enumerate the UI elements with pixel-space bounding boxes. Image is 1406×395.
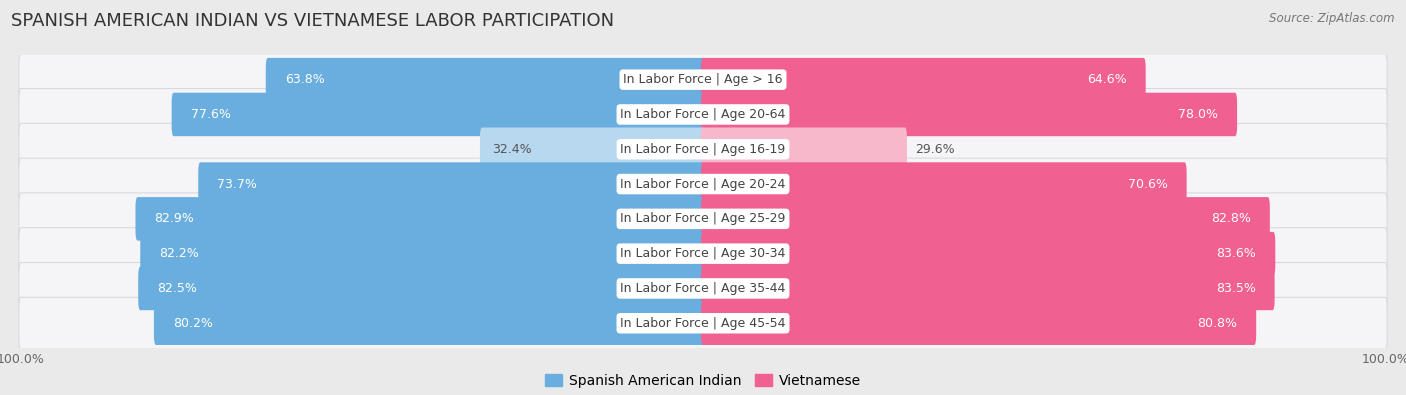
FancyBboxPatch shape <box>479 128 704 171</box>
Text: In Labor Force | Age > 16: In Labor Force | Age > 16 <box>623 73 783 86</box>
FancyBboxPatch shape <box>266 58 704 102</box>
Text: In Labor Force | Age 30-34: In Labor Force | Age 30-34 <box>620 247 786 260</box>
Text: 83.5%: 83.5% <box>1216 282 1256 295</box>
FancyBboxPatch shape <box>141 232 704 275</box>
FancyBboxPatch shape <box>198 162 704 206</box>
Text: 77.6%: 77.6% <box>191 108 231 121</box>
FancyBboxPatch shape <box>702 232 1275 275</box>
FancyBboxPatch shape <box>18 228 1388 280</box>
Text: In Labor Force | Age 20-24: In Labor Force | Age 20-24 <box>620 177 786 190</box>
FancyBboxPatch shape <box>18 193 1388 245</box>
Text: 73.7%: 73.7% <box>218 177 257 190</box>
FancyBboxPatch shape <box>702 128 907 171</box>
Text: 78.0%: 78.0% <box>1178 108 1218 121</box>
FancyBboxPatch shape <box>702 93 1237 136</box>
FancyBboxPatch shape <box>138 267 704 310</box>
Text: Source: ZipAtlas.com: Source: ZipAtlas.com <box>1270 12 1395 25</box>
Text: 83.6%: 83.6% <box>1216 247 1256 260</box>
Text: In Labor Force | Age 35-44: In Labor Force | Age 35-44 <box>620 282 786 295</box>
Text: 70.6%: 70.6% <box>1128 177 1167 190</box>
Text: 63.8%: 63.8% <box>285 73 325 86</box>
FancyBboxPatch shape <box>18 158 1388 210</box>
FancyBboxPatch shape <box>702 267 1275 310</box>
FancyBboxPatch shape <box>18 88 1388 140</box>
FancyBboxPatch shape <box>702 301 1256 345</box>
FancyBboxPatch shape <box>18 54 1388 105</box>
Text: 64.6%: 64.6% <box>1087 73 1126 86</box>
FancyBboxPatch shape <box>18 297 1388 349</box>
Text: 82.9%: 82.9% <box>155 213 194 226</box>
Text: 80.2%: 80.2% <box>173 317 212 330</box>
Text: 32.4%: 32.4% <box>492 143 531 156</box>
Text: 82.5%: 82.5% <box>157 282 197 295</box>
Legend: Spanish American Indian, Vietnamese: Spanish American Indian, Vietnamese <box>540 368 866 393</box>
FancyBboxPatch shape <box>702 58 1146 102</box>
Text: In Labor Force | Age 20-64: In Labor Force | Age 20-64 <box>620 108 786 121</box>
FancyBboxPatch shape <box>153 301 704 345</box>
Text: 29.6%: 29.6% <box>915 143 955 156</box>
FancyBboxPatch shape <box>702 197 1270 241</box>
Text: 80.8%: 80.8% <box>1197 317 1237 330</box>
Text: 82.2%: 82.2% <box>159 247 200 260</box>
Text: In Labor Force | Age 16-19: In Labor Force | Age 16-19 <box>620 143 786 156</box>
FancyBboxPatch shape <box>172 93 704 136</box>
Text: In Labor Force | Age 45-54: In Labor Force | Age 45-54 <box>620 317 786 330</box>
FancyBboxPatch shape <box>135 197 704 241</box>
FancyBboxPatch shape <box>18 123 1388 175</box>
Text: SPANISH AMERICAN INDIAN VS VIETNAMESE LABOR PARTICIPATION: SPANISH AMERICAN INDIAN VS VIETNAMESE LA… <box>11 12 614 30</box>
FancyBboxPatch shape <box>702 162 1187 206</box>
FancyBboxPatch shape <box>18 263 1388 314</box>
Text: In Labor Force | Age 25-29: In Labor Force | Age 25-29 <box>620 213 786 226</box>
Text: 82.8%: 82.8% <box>1211 213 1251 226</box>
